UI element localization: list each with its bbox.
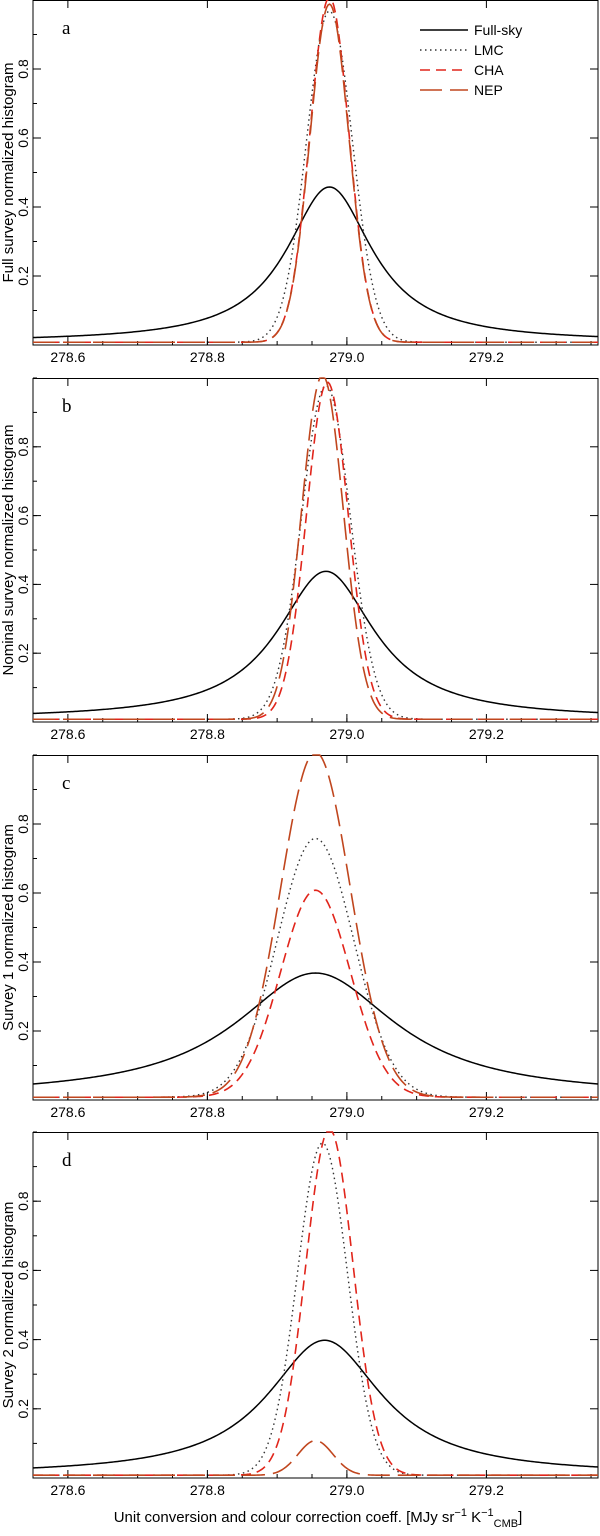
plot-frame [32,0,599,346]
series-line-full-sky [32,972,599,1085]
y-tick-label: 0.8 [15,59,31,79]
y-tick-label: 0.6 [15,506,31,526]
y-tick-label: 0.2 [15,1021,31,1041]
series-line-nep [33,377,598,721]
y-axis-title: Nominal survey normalized histogram [0,425,17,676]
y-tick-label: 0.6 [15,883,31,903]
x-tick-label: 278.8 [190,1482,225,1498]
x-tick-label: 279.0 [329,349,364,365]
panel-b: 278.6 278.8 279.0 279.2 0.2 0.4 0.6 0.8Nominal … [0,377,599,742]
x-tick-label: 279.2 [469,1482,504,1498]
y-tick-label: 0.2 [15,266,31,286]
series-line-cha [33,0,598,344]
legend-label-nep: NEP [474,82,503,98]
series-line-nep [33,1439,598,1477]
y-axis-title: Survey 1 normalized histogram [0,824,17,1031]
legend: Full-sky LMC CHA NEP [420,22,522,98]
x-tick-label: 278.6 [50,1104,85,1120]
y-tick-label: 0.4 [15,197,31,217]
panel-label: a [62,18,71,39]
series-line-nep [33,754,598,1099]
y-tick-label: 0.6 [15,1260,31,1280]
series-line-cha [33,889,598,1099]
x-tick-label: 278.8 [190,349,225,365]
series-line-lmc [33,10,598,343]
plot-frame [32,1132,599,1479]
legend-label-cha: CHA [474,62,504,78]
x-tick-label: 278.6 [50,349,85,365]
series-line-lmc [33,837,598,1098]
series-line-nep [33,3,598,344]
y-tick-label: 0.8 [15,814,31,834]
y-tick-label: 0.6 [15,128,31,148]
y-tick-label: 0.4 [15,574,31,594]
plot-frame [32,755,599,1101]
x-axis-title-part: Unit conversion and colour correction co… [114,1509,455,1526]
x-tick-label: 278.6 [50,726,85,742]
y-tick-label: 0.4 [15,1330,31,1350]
y-tick-label: 0.4 [15,952,31,972]
series-line-cha [33,1131,598,1477]
x-axis-title: Unit conversion and colour correction co… [114,1507,523,1530]
series-line-lmc [33,1142,598,1476]
x-axis-title-part: −1 [454,1507,467,1519]
y-tick-label: 0.8 [15,437,31,457]
x-tick-label: 279.2 [469,1104,504,1120]
x-tick-label: 279.0 [329,726,364,742]
y-tick-label: 0.2 [15,643,31,663]
legend-label-full-sky: Full-sky [474,22,522,38]
x-tick-label: 278.8 [190,1104,225,1120]
panel-label: d [62,1150,72,1171]
x-axis-title-part: CMB [494,1518,518,1530]
series-line-cha [33,381,598,721]
x-axis-title-part: ] [518,1509,522,1526]
x-tick-label: 279.2 [469,349,504,365]
x-axis-title-part: −1 [481,1507,494,1519]
series-line-full-sky [32,1339,599,1469]
plot-frame [32,378,599,723]
x-tick-label: 278.8 [190,726,225,742]
x-tick-label: 279.0 [329,1482,364,1498]
x-tick-label: 279.0 [329,1104,364,1120]
series-line-full-sky [32,570,599,715]
x-tick-label: 279.2 [469,726,504,742]
legend-label-lmc: LMC [474,42,504,58]
x-tick-label: 278.6 [50,1482,85,1498]
panel-label: b [62,396,72,417]
panel-label: c [62,773,70,794]
series-line-full-sky [32,186,599,339]
y-axis-title: Full survey normalized histogram [0,62,17,282]
y-tick-label: 0.2 [15,1399,31,1419]
y-axis-title: Survey 2 normalized histogram [0,1202,17,1409]
x-axis-title-part: K [467,1509,481,1526]
y-tick-label: 0.8 [15,1191,31,1211]
